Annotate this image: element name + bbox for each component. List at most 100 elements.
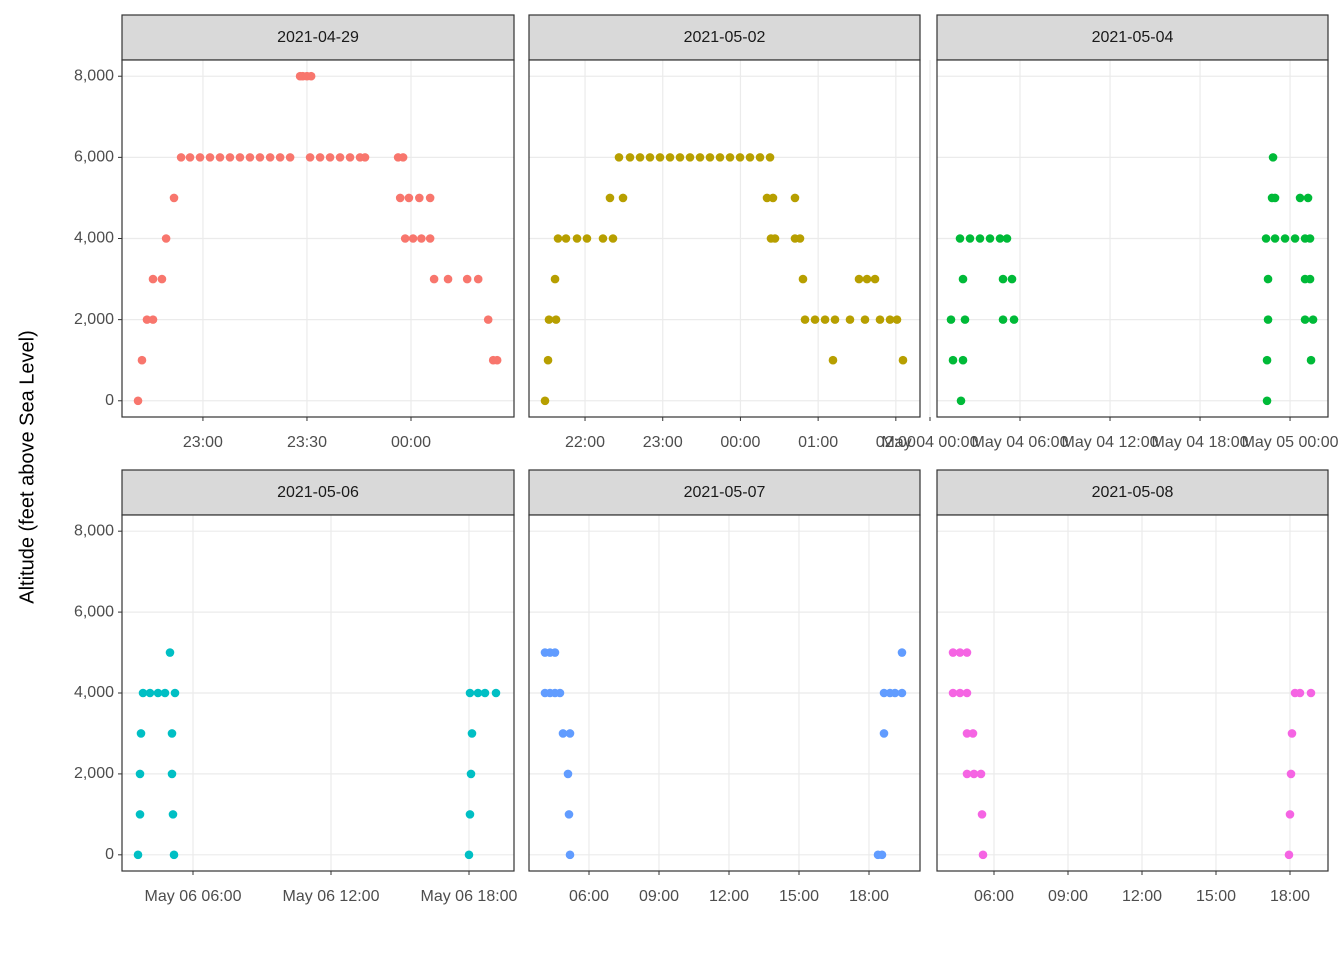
point — [995, 234, 1005, 243]
strip-title: 2021-05-06 — [277, 484, 359, 501]
point — [877, 850, 887, 860]
point — [958, 274, 968, 284]
point — [464, 850, 474, 860]
point — [417, 234, 426, 243]
x-tick-label: May 04 00:00 — [882, 434, 979, 451]
x-tick-label: 18:00 — [849, 888, 889, 905]
point — [998, 315, 1008, 324]
point — [830, 315, 840, 324]
strip — [121, 14, 515, 61]
point — [133, 396, 143, 406]
point — [614, 153, 624, 162]
x-tick-label: 12:00 — [1122, 888, 1162, 905]
point — [1306, 355, 1316, 365]
y-axis-title: Altitude (feet above Sea Level) — [16, 330, 38, 604]
point — [1263, 274, 1273, 284]
point — [685, 153, 695, 162]
point — [565, 850, 575, 860]
point — [148, 274, 158, 284]
point — [715, 153, 725, 162]
point — [958, 355, 968, 365]
x-tick-label: 00:00 — [720, 434, 760, 451]
point — [1305, 234, 1315, 243]
point — [1007, 274, 1017, 284]
point — [948, 648, 958, 657]
point — [795, 234, 805, 243]
x-tick-label: 12:00 — [709, 888, 749, 905]
point — [845, 315, 855, 324]
point — [962, 769, 972, 779]
point — [137, 355, 147, 365]
x-tick-label: 22:00 — [565, 434, 605, 451]
point — [551, 315, 561, 324]
point — [235, 153, 245, 162]
point — [133, 850, 143, 860]
strip-title: 2021-05-04 — [1092, 29, 1174, 46]
point — [555, 688, 565, 698]
x-tick-label: 06:00 — [569, 888, 609, 905]
point — [1261, 234, 1271, 243]
y-tick-label: 4,000 — [74, 684, 114, 701]
point — [695, 153, 705, 162]
point — [467, 729, 477, 738]
strip — [936, 14, 1329, 61]
point — [892, 315, 902, 324]
y-tick-label: 6,000 — [74, 149, 114, 166]
point — [765, 153, 775, 162]
point — [1287, 729, 1297, 738]
x-tick-label: 09:00 — [639, 888, 679, 905]
point — [870, 274, 880, 284]
y-tick-label: 2,000 — [74, 311, 114, 328]
point — [145, 688, 155, 698]
point — [962, 648, 972, 657]
point — [305, 153, 315, 162]
point — [890, 688, 900, 698]
point — [408, 234, 418, 243]
point — [946, 315, 956, 324]
point — [345, 153, 355, 162]
point — [625, 153, 635, 162]
point — [480, 688, 490, 698]
point — [245, 153, 255, 162]
point — [160, 688, 170, 698]
point — [675, 153, 685, 162]
point — [255, 153, 265, 162]
point — [360, 153, 370, 162]
point — [956, 396, 966, 406]
point — [1295, 193, 1305, 203]
point — [975, 234, 985, 243]
point — [978, 850, 988, 860]
point — [398, 153, 408, 162]
y-tick-label: 8,000 — [74, 522, 114, 539]
x-tick-label: 09:00 — [1048, 888, 1088, 905]
point — [168, 810, 178, 819]
point — [315, 153, 325, 162]
point — [285, 153, 295, 162]
panel-border — [121, 59, 515, 418]
point — [898, 355, 908, 365]
point — [265, 153, 275, 162]
point — [148, 315, 158, 324]
x-tick-label: 23:00 — [183, 434, 223, 451]
point — [425, 193, 435, 203]
point — [948, 355, 958, 365]
point — [605, 193, 615, 203]
point — [544, 315, 554, 324]
point — [1262, 355, 1272, 365]
point — [415, 193, 424, 203]
point — [955, 234, 965, 243]
point — [170, 688, 180, 698]
point — [875, 315, 885, 324]
point — [790, 193, 800, 203]
point — [735, 153, 745, 162]
point — [404, 193, 414, 203]
x-tick-label: 15:00 — [779, 888, 819, 905]
point — [977, 810, 987, 819]
strip-title: 2021-05-08 — [1092, 484, 1174, 501]
y-tick-label: 8,000 — [74, 67, 114, 84]
point — [176, 153, 186, 162]
point — [1300, 315, 1310, 324]
point — [854, 274, 864, 284]
point — [1270, 234, 1280, 243]
